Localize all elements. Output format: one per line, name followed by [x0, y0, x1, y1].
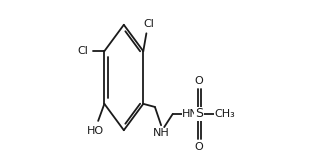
Text: CH₃: CH₃	[215, 109, 235, 119]
Text: HN: HN	[182, 109, 199, 119]
Text: Cl: Cl	[143, 19, 154, 29]
Text: O: O	[195, 76, 204, 86]
Text: Cl: Cl	[77, 46, 88, 56]
Text: S: S	[195, 107, 203, 120]
Text: NH: NH	[153, 128, 170, 138]
Text: O: O	[195, 142, 204, 152]
Text: HO: HO	[87, 126, 104, 136]
